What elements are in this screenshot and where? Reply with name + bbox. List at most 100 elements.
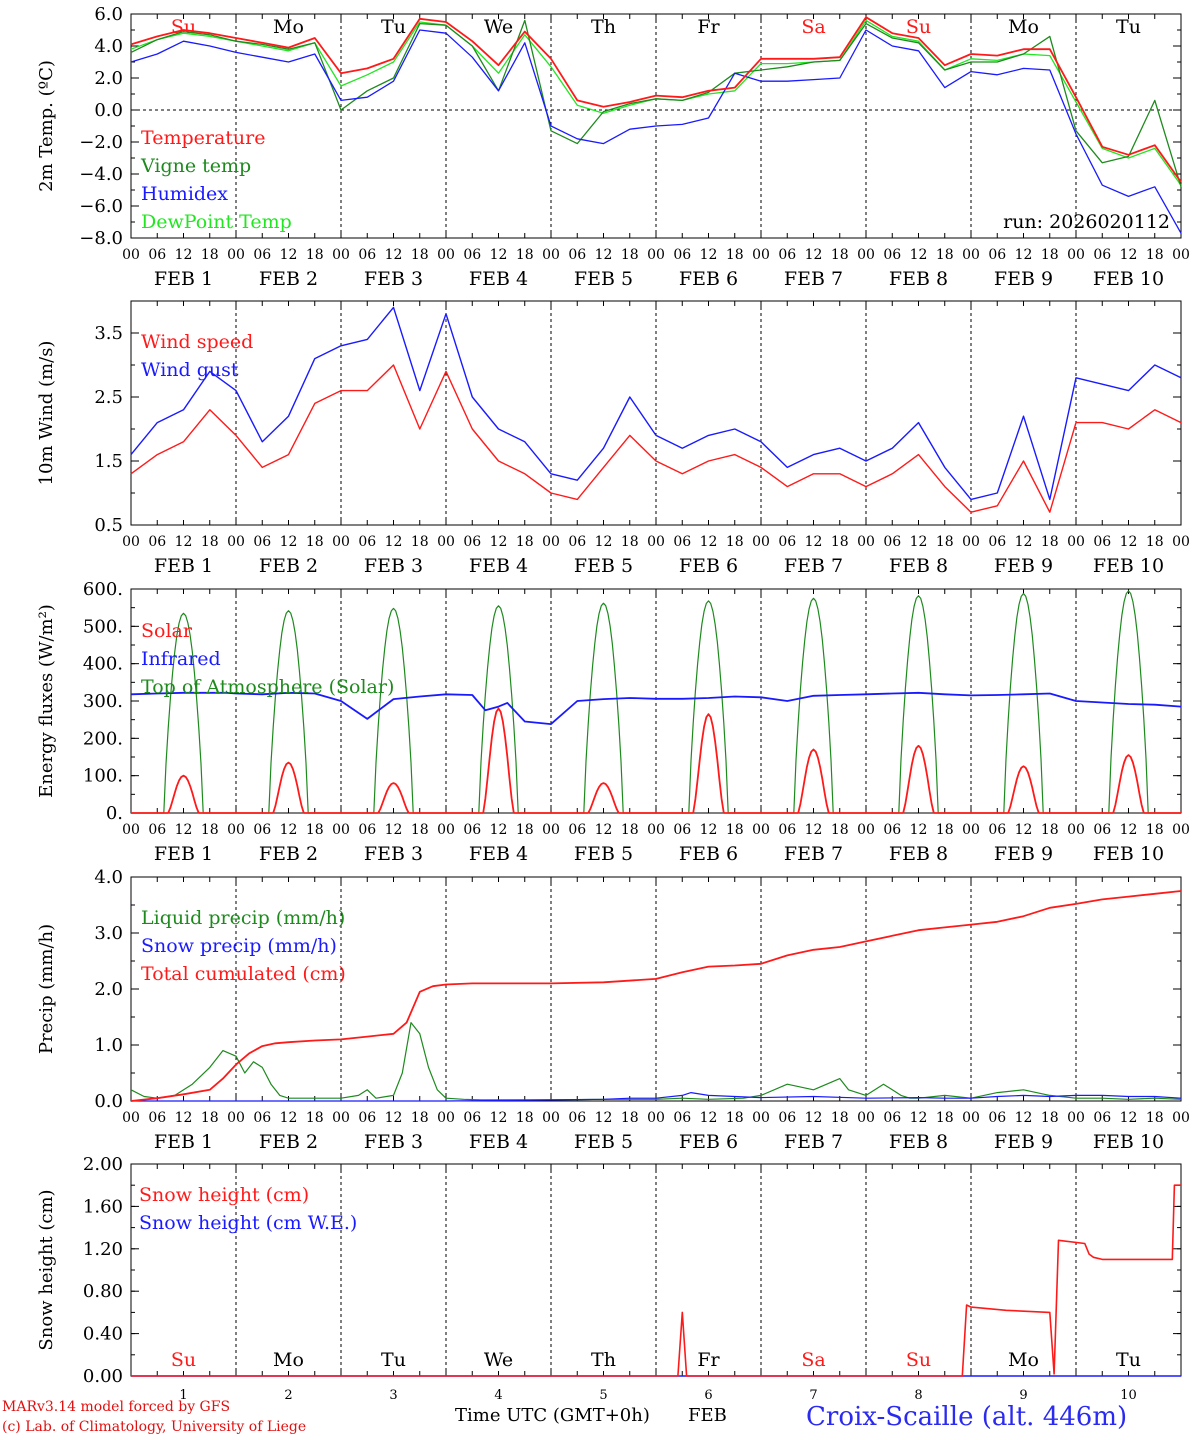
precip-panel: 4.0 3.0 2.0 1.0 0.0 Precip (mm/h) 00 06 12 18 00 06… (36, 867, 1190, 1153)
month-label: FEB (688, 1405, 727, 1426)
temp-panel: 6.0 4.0 2.0 0.0 −2.0 −4.0 −6.0 −8.0 2m Temp. (ºC… (36, 4, 1190, 290)
temp-hour-label: 18 (411, 247, 429, 263)
wind-hour-label: 18 (1041, 534, 1059, 550)
precip-legend-snow-precip-mm-h: Snow precip (mm/h) (141, 935, 337, 957)
snow-day-number: 6 (704, 1388, 712, 1403)
wind-date-label: FEB 6 (679, 555, 738, 577)
temp-hour-label: 18 (306, 247, 324, 263)
energy-legend-infrared: Infrared (141, 648, 221, 670)
wind-hour-label: 18 (1146, 534, 1164, 550)
run-label: run: 2026020112 (1003, 211, 1170, 233)
temp-hour-label: 00 (437, 247, 455, 263)
precip-hour-label: 12 (490, 1110, 508, 1126)
energy-hour-label: 06 (253, 822, 271, 838)
temp-legend-temperature: Temperature (141, 127, 265, 149)
temp-hour-label: 06 (568, 247, 586, 263)
precip-hour-label: 06 (778, 1110, 796, 1126)
precip-hour-label: 12 (1120, 1110, 1138, 1126)
precip-line-liquid-precip-mm-h (130, 1022, 1182, 1101)
temp-hour-label: 12 (1015, 247, 1033, 263)
temp-day-letter: Tu (1116, 16, 1141, 38)
precip-date-label: FEB 3 (364, 1131, 423, 1153)
wind-hour-label: 06 (148, 534, 166, 550)
wind-frame (130, 300, 1182, 526)
temp-y-tick-label: 0.0 (94, 100, 123, 121)
precip-date-label: FEB 1 (154, 1131, 213, 1153)
energy-y-tick-label: 500. (83, 616, 123, 637)
energy-legend-top-of-atmosphere-solar: Top of Atmosphere (Solar) (141, 676, 394, 698)
energy-hour-label: 12 (1015, 822, 1033, 838)
wind-hour-label: 06 (883, 534, 901, 550)
temp-y-tick-label: −8.0 (79, 228, 123, 249)
temp-y-tick-label: 4.0 (94, 36, 123, 57)
wind-date-label: FEB 7 (784, 555, 843, 577)
energy-hour-label: 06 (673, 822, 691, 838)
precip-date-label: FEB 4 (469, 1131, 528, 1153)
precip-legend-liquid-precip-mm-h: Liquid precip (mm/h) (141, 907, 345, 929)
energy-frame (130, 588, 1182, 814)
energy-hour-label: 06 (148, 822, 166, 838)
energy-hour-label: 00 (437, 822, 455, 838)
precip-hour-label: 12 (280, 1110, 298, 1126)
energy-y-tick-label: 0. (106, 803, 123, 824)
wind-date-label: FEB 4 (469, 555, 528, 577)
wind-hour-label: 00 (332, 534, 350, 550)
energy-hour-label: 12 (910, 822, 928, 838)
temp-hour-label: 12 (595, 247, 613, 263)
snow-day-letter: Th (591, 1349, 616, 1371)
wind-hour-label: 18 (621, 534, 639, 550)
temp-date-label: FEB 6 (679, 268, 738, 290)
precip-hour-label: 00 (122, 1110, 140, 1126)
temp-hour-label: 06 (148, 247, 166, 263)
temp-y-tick-label: 2.0 (94, 68, 123, 89)
snow-day-letter: Tu (1116, 1349, 1141, 1371)
precip-hour-label: 12 (385, 1110, 403, 1126)
precip-hour-label: 18 (411, 1110, 429, 1126)
wind-hour-label: 12 (700, 534, 718, 550)
temp-hour-label: 00 (227, 247, 245, 263)
wind-date-label: FEB 1 (154, 555, 213, 577)
energy-hour-label: 06 (778, 822, 796, 838)
wind-y-tick-label: 1.5 (94, 451, 123, 472)
wind-hour-label: 12 (175, 534, 193, 550)
precip-date-label: FEB 5 (574, 1131, 633, 1153)
energy-hour-label: 18 (1146, 822, 1164, 838)
snow-day-number: 1 (179, 1388, 187, 1403)
energy-hour-label: 18 (516, 822, 534, 838)
temp-hour-label: 12 (385, 247, 403, 263)
temp-legend-dewpoint-temp: DewPoint Temp (141, 211, 292, 233)
energy-hour-label: 18 (936, 822, 954, 838)
energy-hour-label: 18 (306, 822, 324, 838)
wind-hour-label: 06 (358, 534, 376, 550)
precip-hour-label: 06 (673, 1110, 691, 1126)
temp-hour-label: 06 (988, 247, 1006, 263)
precip-hour-label: 18 (306, 1110, 324, 1126)
precip-hour-label: 00 (647, 1110, 665, 1126)
energy-date-label: FEB 4 (469, 843, 528, 865)
temp-day-letter: Tu (381, 16, 406, 38)
temp-hour-label: 12 (280, 247, 298, 263)
energy-date-label: FEB 6 (679, 843, 738, 865)
snow-day-letter: We (484, 1349, 513, 1371)
snow-day-letter: Mo (1008, 1349, 1039, 1371)
precip-hour-label: 00 (962, 1110, 980, 1126)
precip-hour-label: 00 (857, 1110, 875, 1126)
temp-day-letter: Fr (697, 16, 720, 38)
wind-panel: 3.5 2.5 1.5 0.5 10m Wind (m/s) 00 06 12 18 00 06 12… (36, 300, 1190, 577)
wind-legend-wind-speed: Wind speed (141, 331, 253, 353)
snow-day-letter: Mo (273, 1349, 304, 1371)
energy-y-label: Energy fluxes (W/m²) (36, 604, 57, 798)
energy-date-label: FEB 5 (574, 843, 633, 865)
temp-hour-label: 18 (726, 247, 744, 263)
temp-hour-label: 00 (542, 247, 560, 263)
energy-date-label: FEB 2 (259, 843, 318, 865)
wind-date-label: FEB 10 (1093, 555, 1164, 577)
wind-hour-label: 18 (306, 534, 324, 550)
temp-line-humidex (130, 29, 1182, 234)
temp-hour-label: 18 (936, 247, 954, 263)
wind-line-wind-speed (130, 364, 1182, 513)
precip-date-label: FEB 2 (259, 1131, 318, 1153)
energy-hour-label: 18 (726, 822, 744, 838)
